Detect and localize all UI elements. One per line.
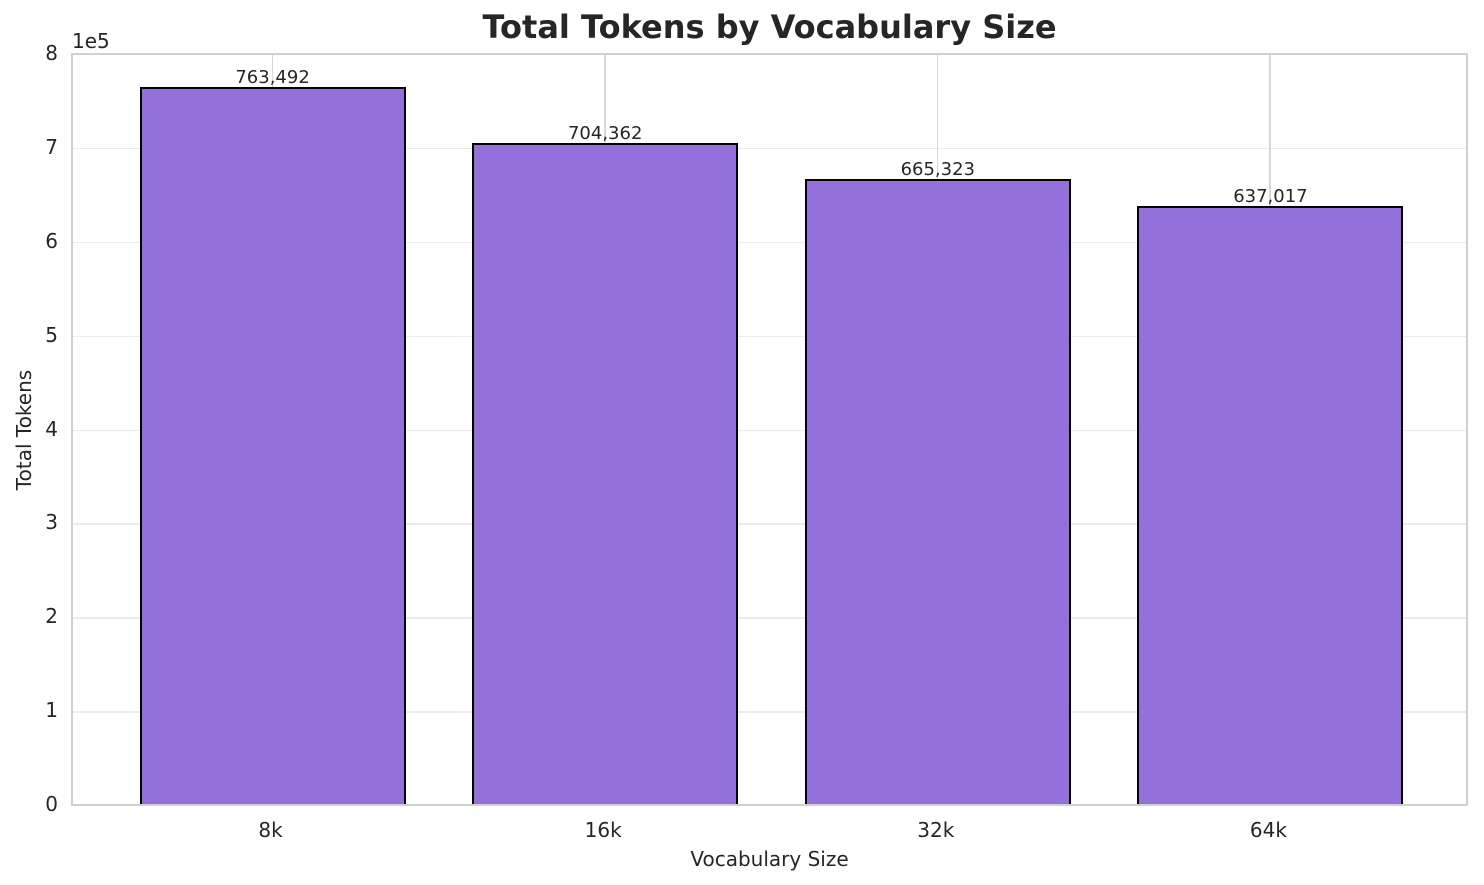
- horizontal-gridline: [73, 523, 1466, 525]
- bar-value-label: 763,492: [235, 67, 310, 89]
- y-tick-label: 8: [45, 41, 58, 65]
- y-tick-label: 3: [45, 510, 58, 535]
- y-tick-label: 2: [45, 604, 58, 629]
- horizontal-gridline: [73, 241, 1466, 244]
- horizontal-gridline: [73, 147, 1466, 150]
- y-tick-label: 0: [45, 792, 58, 816]
- y-tick-label: 7: [45, 134, 58, 159]
- horizontal-gridline: [73, 335, 1466, 338]
- bar-8k: [139, 87, 406, 804]
- bar-value-label: 704,362: [567, 122, 643, 144]
- y-tick-label: 4: [45, 416, 58, 441]
- x-axis-label: Vocabulary Size: [690, 847, 849, 871]
- horizontal-gridline: [73, 617, 1466, 619]
- bar-value-label: 637,017: [1233, 186, 1308, 207]
- horizontal-gridline: [73, 429, 1466, 431]
- bar-32k: [804, 179, 1071, 804]
- y-tick-label: 5: [45, 322, 58, 347]
- plot-area: 763,492 704,362 665,323 637,017: [71, 53, 1468, 806]
- y-axis-label: Total Tokens: [12, 369, 36, 491]
- bar-16k: [472, 142, 739, 804]
- y-tick-label: 6: [45, 228, 58, 253]
- y-axis-offset-label: 1e5: [72, 29, 110, 53]
- chart-title: Total Tokens by Vocabulary Size: [482, 8, 1057, 46]
- bar-64k: [1137, 206, 1404, 804]
- x-tick-label: 64k: [1249, 818, 1287, 842]
- x-tick-label: 16k: [584, 818, 622, 842]
- bar-value-label: 665,323: [900, 159, 976, 181]
- x-tick-label: 8k: [258, 818, 283, 842]
- x-tick-label: 32k: [917, 818, 955, 842]
- y-tick-label: 1: [45, 698, 58, 723]
- horizontal-gridline: [73, 711, 1466, 713]
